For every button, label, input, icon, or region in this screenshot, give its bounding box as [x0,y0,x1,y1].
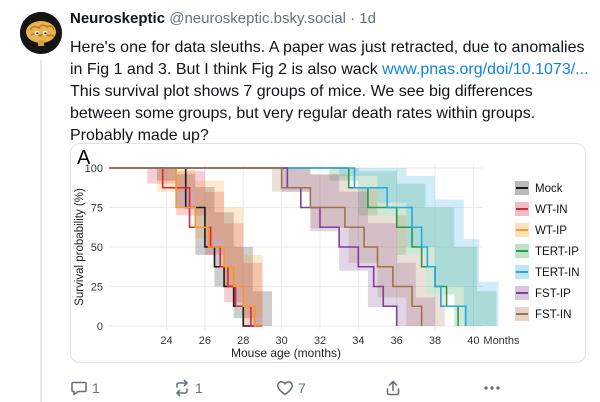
like-button[interactable]: 7 [276,378,306,398]
legend-label: Mock [535,183,563,195]
y-tick-label: 100 [85,163,103,175]
x-tick-label: 36 [391,335,403,347]
post-time[interactable]: 1d [359,10,376,27]
repost-icon [176,379,188,397]
reply-button[interactable]: 1 [70,378,100,398]
share-icon [386,380,400,396]
legend-label: TERT-IN [535,267,580,279]
survival-line-fst-in [109,167,423,326]
reply-icon [71,381,87,396]
x-tick-label: 38 [429,335,441,347]
avatar[interactable] [20,12,62,54]
thread-line [40,60,42,402]
post-image[interactable]: 24 26 28 30 32 34 36 38 40 0 25 50 75 100 Months Mouse … [70,143,586,363]
post-text-rest: This survival plot shows 7 groups of mic… [70,83,536,144]
legend-label: WT-IP [535,225,567,237]
repost-count: 1 [195,380,203,396]
author-name[interactable]: Neuroskeptic [70,10,166,27]
x-tick-label: 24 [160,335,172,347]
reply-count: 1 [92,380,100,396]
more-icon [484,386,500,390]
x-tick-label: 32 [314,335,326,347]
post-header: Neuroskeptic @neuroskeptic.bsky.social ·… [70,10,376,27]
survival-line-wt-ip [109,167,263,327]
legend-label: FST-IP [535,288,571,300]
y-tick-label: 0 [97,321,103,333]
post-text: Here's one for data sleuths. A paper was… [70,37,595,147]
author-handle[interactable]: @neuroskeptic.bsky.social [169,10,346,27]
like-count: 7 [298,380,306,396]
y-axis-label: Survival probability (%) [74,188,86,306]
confidence-band-fst-in [109,168,445,326]
post-link[interactable]: www.pnas.org/doi/10.1073/... [382,61,589,78]
survival-chart: 24 26 28 30 32 34 36 38 40 0 25 50 75 100 Months Mouse … [74,147,580,360]
post-actions: 1 1 7 [70,378,590,398]
y-tick-label: 50 [91,242,103,254]
brain-avatar-icon [20,12,62,54]
x-tick-label: 26 [199,335,211,347]
survival-line-tert-in [109,167,467,326]
x-unit-label: Months [483,335,520,347]
header-separator: · [350,10,356,27]
post-text-intro: Here's one for data sleuths. A paper was… [70,39,585,78]
panel-label: A [77,147,91,169]
x-tick-label: 40 [467,335,479,347]
confidence-band-fst-ip [109,168,436,326]
heart-icon [277,381,293,396]
repost-button[interactable]: 1 [173,378,203,398]
x-tick-label: 28 [237,335,249,347]
legend-label: TERT-IP [535,246,579,258]
legend-label: FST-IN [535,309,571,321]
y-tick-label: 25 [91,282,103,294]
x-tick-label: 30 [275,335,287,347]
y-tick-label: 75 [91,203,103,215]
x-tick-label: 34 [352,335,364,347]
x-axis-label: Mouse age (months) [231,346,341,360]
share-button[interactable] [384,378,402,398]
more-button[interactable] [482,378,502,398]
legend-label: WT-IN [535,204,568,216]
